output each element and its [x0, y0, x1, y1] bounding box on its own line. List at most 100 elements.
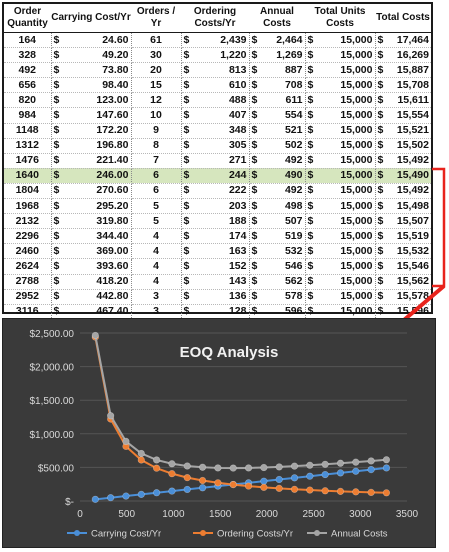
currency-symbol: $: [307, 78, 314, 91]
cell-value: 15,000: [340, 229, 373, 242]
cell-value: 15,498: [396, 199, 429, 212]
header-ordering-costs: Ordering Costs/Yr: [181, 4, 249, 33]
cell-value: 532: [284, 244, 303, 257]
currency-symbol: $: [251, 290, 258, 303]
cell-total-costs: $17,464: [375, 32, 431, 49]
header-orders-per-year: Orders / Yr: [131, 4, 181, 33]
cell-value: 15,000: [340, 214, 373, 227]
cell-order-quantity: 820: [4, 92, 52, 109]
cell-orders-per-year: 8: [131, 138, 182, 154]
currency-symbol: $: [377, 48, 384, 61]
cell-value: 15,492: [396, 154, 429, 167]
currency-symbol: $: [251, 78, 258, 91]
cell-value: 221.40: [96, 154, 129, 167]
cell-carrying-cost: $270.60: [51, 183, 132, 200]
cell-annual-costs: $887: [249, 62, 306, 79]
cell-order-quantity: 1968: [4, 198, 52, 215]
currency-symbol: $: [53, 169, 60, 182]
cell-value: 15,000: [340, 184, 373, 197]
cell-value: 15,000: [340, 63, 373, 76]
legend-label: Carrying Cost/Yr: [91, 529, 161, 540]
table-row: 2132 $319.80 5 $188 $507 $15,000 $15,507: [4, 213, 431, 230]
currency-symbol: $: [183, 229, 190, 242]
cell-value: 319.80: [96, 214, 129, 227]
cell-total-costs: $15,611: [375, 92, 431, 109]
data-point: [367, 465, 375, 474]
currency-symbol: $: [53, 199, 60, 212]
table-row: 2460 $369.00 4 $163 $532 $15,000 $15,532: [4, 243, 431, 260]
cell-value: 15,507: [396, 214, 429, 227]
data-point: [107, 494, 115, 502]
cell-carrying-cost: $344.40: [51, 228, 132, 245]
data-point: [168, 487, 176, 495]
currency-symbol: $: [307, 169, 314, 182]
cell-order-quantity: 2296: [4, 228, 52, 245]
cell-value: 611: [285, 93, 303, 106]
cell-total-units-costs: $15,000: [305, 77, 376, 94]
currency-symbol: $: [251, 154, 258, 167]
cell-annual-costs: $554: [249, 107, 306, 124]
currency-symbol: $: [377, 93, 384, 106]
cell-total-units-costs: $15,000: [305, 289, 376, 305]
currency-symbol: $: [183, 78, 190, 91]
currency-symbol: $: [183, 33, 190, 46]
cell-order-quantity: 1476: [4, 153, 52, 169]
data-point: [122, 437, 130, 445]
currency-symbol: $: [53, 124, 60, 137]
cell-annual-costs: $2,464: [249, 32, 306, 49]
cell-ordering-costs: $271: [181, 153, 250, 169]
data-point: [229, 464, 237, 472]
currency-symbol: $: [251, 184, 258, 197]
currency-symbol: $: [377, 109, 384, 122]
currency-symbol: $: [183, 169, 190, 182]
currency-symbol: $: [53, 154, 60, 167]
cell-value: 73.80: [102, 63, 129, 76]
currency-symbol: $: [377, 33, 384, 46]
currency-symbol: $: [251, 48, 258, 61]
cell-order-quantity: 2952: [4, 289, 52, 305]
cell-value: 15,000: [340, 139, 373, 152]
cell-orders-per-year: 4: [131, 258, 182, 275]
cell-total-costs: $15,521: [375, 123, 431, 139]
cell-total-costs: $15,532: [375, 243, 431, 260]
cell-value: 15,000: [340, 244, 373, 257]
currency-symbol: $: [183, 139, 190, 152]
cell-orders-per-year: 4: [131, 243, 182, 260]
data-point: [244, 464, 253, 472]
table-row: 1804 $270.60 6 $222 $492 $15,000 $15,492: [4, 183, 431, 200]
cell-carrying-cost: $319.80: [51, 213, 132, 230]
currency-symbol: $: [307, 259, 314, 272]
cell-annual-costs: $708: [249, 77, 306, 94]
data-point: [153, 464, 161, 472]
cell-order-quantity: 492: [4, 62, 52, 79]
currency-symbol: $: [307, 63, 314, 76]
currency-symbol: $: [183, 275, 190, 288]
cell-total-costs: $15,490: [375, 168, 431, 184]
cell-ordering-costs: $143: [181, 274, 250, 290]
data-point: [352, 458, 360, 466]
currency-symbol: $: [183, 244, 190, 257]
legend-item: Annual Costs: [307, 529, 388, 540]
cell-value: 596: [284, 305, 303, 318]
currency-symbol: $: [251, 169, 258, 182]
data-point: [260, 477, 268, 485]
y-tick-label: $2,000.00: [30, 363, 75, 374]
cell-order-quantity: 1148: [4, 123, 52, 139]
cell-value: 15,521: [396, 124, 429, 137]
cell-order-quantity: 2132: [4, 213, 52, 230]
eoq-chart: $- $500.00 $1,000.00 $1,500.00 $2,000.00 $2,5…: [2, 318, 436, 548]
data-point: [352, 488, 360, 496]
y-tick-label: $1,000.00: [30, 430, 75, 441]
cell-order-quantity: 328: [4, 47, 52, 64]
currency-symbol: $: [377, 154, 384, 167]
cell-total-costs: $15,507: [375, 213, 431, 230]
cell-total-units-costs: $15,000: [305, 138, 376, 154]
data-point: [306, 486, 314, 494]
cell-value: 15,502: [396, 139, 429, 152]
currency-symbol: $: [183, 124, 190, 137]
x-tick-label: 2000: [256, 509, 279, 520]
cell-annual-costs: $507: [249, 213, 306, 230]
currency-symbol: $: [251, 124, 258, 137]
table-row: 2788 $418.20 4 $143 $562 $15,000 $15,562: [4, 274, 431, 290]
data-point: [367, 488, 375, 496]
